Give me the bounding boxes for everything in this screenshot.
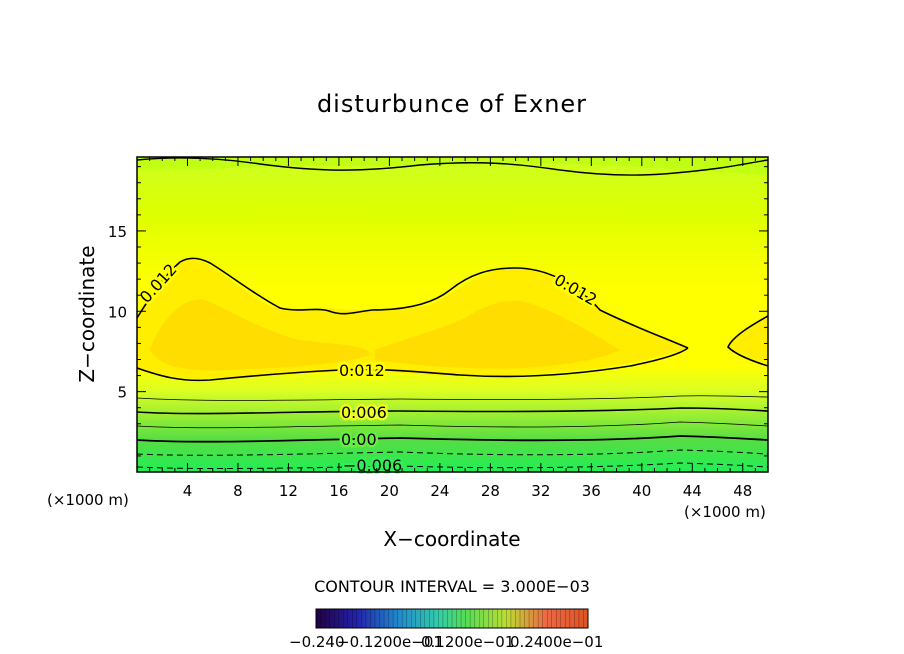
x-tick-label: 20 <box>380 482 399 500</box>
colorbar-label-3: 0.2400e−01 <box>510 633 603 651</box>
contour-line-b <box>137 421 768 429</box>
contour-field <box>137 157 768 472</box>
contour-0012-lower <box>137 347 689 382</box>
y-axis-label: Z−coordinate <box>75 245 99 382</box>
y-tick-label: 15 <box>108 223 127 241</box>
contour-0006 <box>137 407 768 415</box>
contour-0012-upper <box>137 257 689 349</box>
colorbar-frame <box>315 608 589 629</box>
right-edge-region <box>728 318 768 365</box>
x-tick-label: 36 <box>582 482 601 500</box>
contour-interval-text: CONTOUR INTERVAL = 3.000E−03 <box>314 577 590 596</box>
y-axis: 5 10 15 <box>108 166 768 457</box>
top-band <box>137 157 768 175</box>
colorbar: −0.240 −0.1200e−01 0.1200e−01 0.2400e−01 <box>289 608 603 651</box>
contour-neg-a <box>137 449 768 456</box>
x-tick-label: 32 <box>531 482 550 500</box>
x-tick-label: 16 <box>329 482 348 500</box>
y-tick-label: 5 <box>117 384 127 402</box>
x-tick-label: 28 <box>481 482 500 500</box>
colorbar-ticks <box>320 609 584 628</box>
x-tick-label: 24 <box>430 482 449 500</box>
contour-neg-0006 <box>137 462 768 470</box>
contour-right-edge <box>727 315 768 367</box>
contour-000 <box>137 435 768 443</box>
colorbar-label-0: −0.240 <box>289 633 345 651</box>
core-right <box>375 300 620 369</box>
contour-line-a <box>137 395 768 401</box>
core-left <box>150 299 370 371</box>
y-tick-label: 10 <box>108 303 127 321</box>
x-tick-label: 48 <box>733 482 752 500</box>
x-tick-label: 40 <box>632 482 651 500</box>
contour-label-0006: 0.006 <box>341 403 387 422</box>
x-axis-label: X−coordinate <box>383 527 520 551</box>
chart-title: disturbunce of Exner <box>317 90 587 118</box>
x-tick-label: 44 <box>683 482 702 500</box>
contour-label-000: 0.00 <box>341 430 377 449</box>
x-unit-left: (×1000 m) <box>47 491 129 509</box>
x-axis: 4 8 12 16 20 24 28 32 36 40 44 48 <box>149 157 756 500</box>
contour-top <box>137 157 768 176</box>
contour-label-bottom: 0.012 <box>339 361 385 380</box>
x-tick-label: 12 <box>279 482 298 500</box>
x-tick-label: 8 <box>233 482 243 500</box>
x-unit-right: (×1000 m) <box>684 503 766 521</box>
colorbar-label-2: 0.1200e−01 <box>421 633 514 651</box>
x-tick-label: 4 <box>183 482 193 500</box>
contour-label-neg0006: −0.006 <box>343 456 402 475</box>
colorbar-label-1: −0.1200e−01 <box>337 633 443 651</box>
